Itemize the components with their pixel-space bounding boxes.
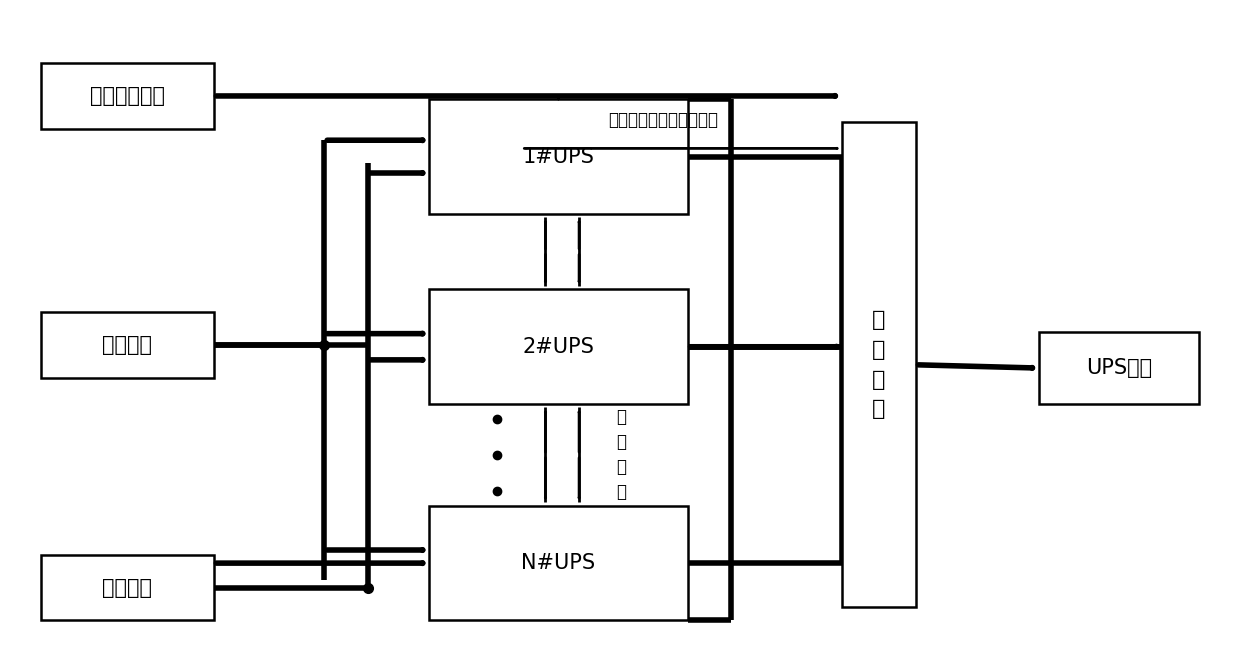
Text: 同步信号及状态检测总线: 同步信号及状态检测总线 bbox=[608, 111, 718, 129]
Bar bbox=[842, 122, 915, 608]
Bar bbox=[41, 312, 213, 378]
Text: N#UPS: N#UPS bbox=[521, 553, 595, 573]
Bar bbox=[429, 290, 688, 404]
Text: 1#UPS: 1#UPS bbox=[522, 147, 594, 167]
Text: 切
换
装
置: 切 换 装 置 bbox=[872, 310, 885, 419]
Text: 旁路交流输入: 旁路交流输入 bbox=[89, 86, 165, 106]
Bar bbox=[429, 506, 688, 620]
Text: 交流输入: 交流输入 bbox=[103, 335, 153, 355]
Text: 均
流
总
线: 均 流 总 线 bbox=[616, 408, 626, 501]
Bar bbox=[41, 555, 213, 620]
Bar bbox=[429, 99, 688, 214]
Bar bbox=[41, 63, 213, 129]
Bar bbox=[1039, 332, 1199, 404]
Text: UPS输出: UPS输出 bbox=[1086, 358, 1152, 378]
Text: 直流输入: 直流输入 bbox=[103, 578, 153, 598]
Text: 2#UPS: 2#UPS bbox=[522, 337, 594, 357]
